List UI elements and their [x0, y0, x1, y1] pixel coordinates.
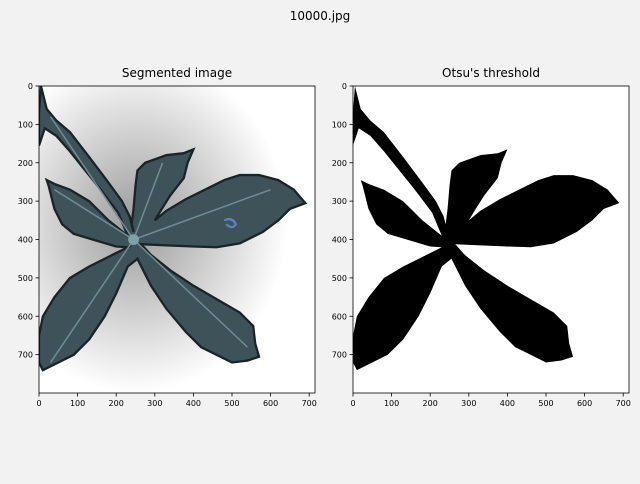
leaf-image: [39, 86, 307, 372]
y-tick-label: 600: [332, 312, 347, 321]
window-title: 10000.jpg: [290, 9, 351, 23]
y-tick-label: 300: [18, 197, 33, 206]
x-tick-label: 100: [384, 399, 399, 408]
x-tick-label: 0: [36, 399, 41, 408]
x-tick-label: 600: [263, 399, 278, 408]
panel-title: Otsu's threshold: [442, 66, 540, 80]
y-tick-label: 100: [18, 120, 33, 129]
panel-segmented-image: Segmented image 0 100 200 300 400 500 600 700 0 1…: [18, 66, 317, 408]
x-tick-label: 700: [302, 399, 317, 408]
y-tick-label: 0: [342, 82, 347, 91]
x-tick-label: 400: [500, 399, 515, 408]
y-tick-label: 100: [332, 120, 347, 129]
y-tick-label: 0: [28, 82, 33, 91]
x-tick-label: 100: [70, 399, 85, 408]
x-tick-label: 400: [186, 399, 201, 408]
y-tick-label: 500: [18, 274, 33, 283]
x-tick-label: 300: [461, 399, 476, 408]
y-tick-label: 400: [332, 236, 347, 245]
x-tick-label: 600: [577, 399, 592, 408]
y-tick-label: 700: [332, 351, 347, 360]
x-tick-label: 300: [147, 399, 162, 408]
y-tick-label: 500: [332, 274, 347, 283]
x-tick-label: 700: [616, 399, 631, 408]
x-tick-label: 200: [109, 399, 124, 408]
y-tick-label: 200: [332, 159, 347, 168]
panel-otsu-threshold: Otsu's threshold 0 100 200 300 400 500 600 7000…: [332, 66, 631, 408]
axis-ticks: 0 100 200 300 400 500 600 700 0 100 200 300 400 500 60…: [18, 82, 317, 408]
y-tick-label: 200: [18, 159, 33, 168]
y-tick-label: 300: [332, 197, 347, 206]
x-tick-label: 500: [538, 399, 553, 408]
y-tick-label: 400: [18, 236, 33, 245]
x-tick-label: 0: [350, 399, 355, 408]
y-tick-label: 600: [18, 312, 33, 321]
x-tick-label: 500: [224, 399, 239, 408]
axis-ticks: 0 100 200 300 400 500 600 700 0 100 200 300 400 500 60…: [332, 82, 631, 408]
panel-title: Segmented image: [122, 66, 232, 80]
x-tick-label: 200: [423, 399, 438, 408]
y-tick-label: 700: [18, 351, 33, 360]
